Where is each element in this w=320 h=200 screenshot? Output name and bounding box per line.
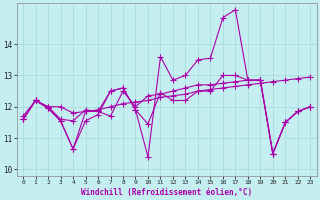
X-axis label: Windchill (Refroidissement éolien,°C): Windchill (Refroidissement éolien,°C) — [81, 188, 252, 197]
